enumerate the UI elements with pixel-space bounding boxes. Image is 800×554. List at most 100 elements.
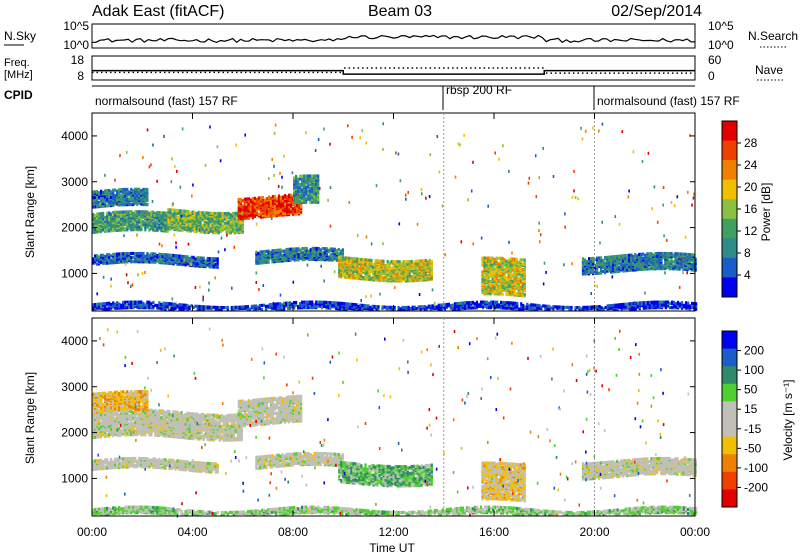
power-cell — [261, 250, 264, 254]
power-cell — [608, 255, 611, 259]
power-cell — [298, 209, 301, 213]
power-cell — [399, 307, 402, 311]
power-cell — [118, 188, 121, 192]
power-cell — [511, 279, 514, 283]
power-cell — [169, 223, 172, 227]
power-cell — [350, 259, 353, 263]
power-cell — [185, 209, 188, 213]
power-cell — [315, 174, 318, 178]
power-cell — [183, 209, 186, 213]
power-cell — [622, 302, 625, 306]
power-cell — [205, 221, 208, 225]
power-cell — [583, 269, 587, 273]
power-cell — [171, 212, 174, 216]
power-cell — [276, 306, 280, 310]
power-cell — [489, 292, 492, 296]
power-cell — [378, 270, 381, 274]
power-cell — [162, 253, 165, 257]
power-cell — [96, 212, 99, 216]
power-cell — [354, 273, 357, 277]
power-cell — [122, 218, 125, 222]
power-cell — [467, 303, 471, 307]
power-cell — [481, 256, 484, 260]
power-cell — [300, 205, 303, 209]
power-cell — [507, 287, 510, 291]
power-cell — [581, 271, 585, 275]
power-cell — [267, 195, 271, 199]
power-cell — [424, 276, 427, 281]
power-cell — [146, 187, 149, 192]
power-cell — [271, 201, 275, 206]
power-cell — [532, 303, 535, 307]
power-cell — [94, 254, 97, 258]
power-cell — [351, 302, 354, 306]
power-cell — [102, 253, 105, 257]
power-cell — [475, 300, 479, 304]
power-cell — [497, 278, 500, 282]
power-cell — [297, 177, 300, 181]
power-cell — [430, 276, 433, 280]
power-cell — [497, 286, 500, 291]
power-cell — [422, 259, 425, 263]
power-cell — [329, 247, 332, 251]
power-cell — [439, 303, 442, 307]
power-cell — [507, 258, 510, 262]
power-cell — [347, 302, 350, 306]
power-cell — [297, 255, 300, 259]
power-cell — [392, 260, 395, 264]
power-cell — [134, 187, 137, 191]
power-cell — [114, 255, 117, 259]
power-cell — [632, 268, 635, 272]
power-cell — [134, 196, 137, 200]
power-cell — [242, 305, 245, 309]
power-cell — [142, 190, 145, 194]
power-cell — [536, 303, 539, 307]
power-cell — [277, 248, 280, 252]
power-cell — [259, 261, 262, 265]
power-cell — [491, 263, 494, 267]
power-cell — [344, 261, 347, 265]
power-cell — [284, 199, 287, 203]
nave-line — [92, 67, 695, 74]
power-cell — [503, 287, 506, 291]
power-cell — [497, 284, 500, 288]
power-cell — [492, 304, 495, 308]
power-cell — [505, 287, 508, 291]
power-cell — [283, 249, 286, 253]
power-cell — [128, 213, 131, 217]
power-cell — [108, 301, 111, 305]
power-cell — [222, 306, 225, 310]
power-cell — [253, 199, 256, 203]
power-cell — [275, 197, 279, 201]
power-cell — [265, 249, 268, 253]
power-cell — [397, 306, 400, 310]
power-cell — [309, 177, 312, 181]
power-cell — [248, 307, 251, 311]
power-cell — [366, 258, 369, 262]
power-cell — [128, 210, 131, 214]
power-cell — [265, 253, 268, 258]
power-cell — [154, 303, 157, 307]
noise-left-label: N.Sky — [4, 29, 36, 43]
power-cell — [102, 302, 105, 306]
power-cell — [195, 216, 198, 220]
power-cell — [164, 211, 167, 215]
power-cell — [169, 211, 172, 215]
power-cell — [148, 257, 151, 261]
power-cell — [345, 305, 348, 309]
power-cell — [199, 216, 202, 220]
power-cell — [223, 217, 226, 221]
power-cell — [358, 274, 361, 278]
power-cell — [144, 254, 147, 258]
power-cell — [384, 269, 387, 273]
power-cell — [678, 252, 681, 256]
power-cell — [354, 257, 357, 261]
power-cell — [626, 260, 629, 264]
power-cell — [98, 302, 101, 306]
power-cell — [581, 257, 585, 261]
power-cell — [634, 253, 637, 257]
power-cell — [491, 284, 494, 288]
power-cell — [237, 206, 240, 210]
power-cell — [160, 257, 163, 261]
power-cell — [596, 260, 599, 264]
